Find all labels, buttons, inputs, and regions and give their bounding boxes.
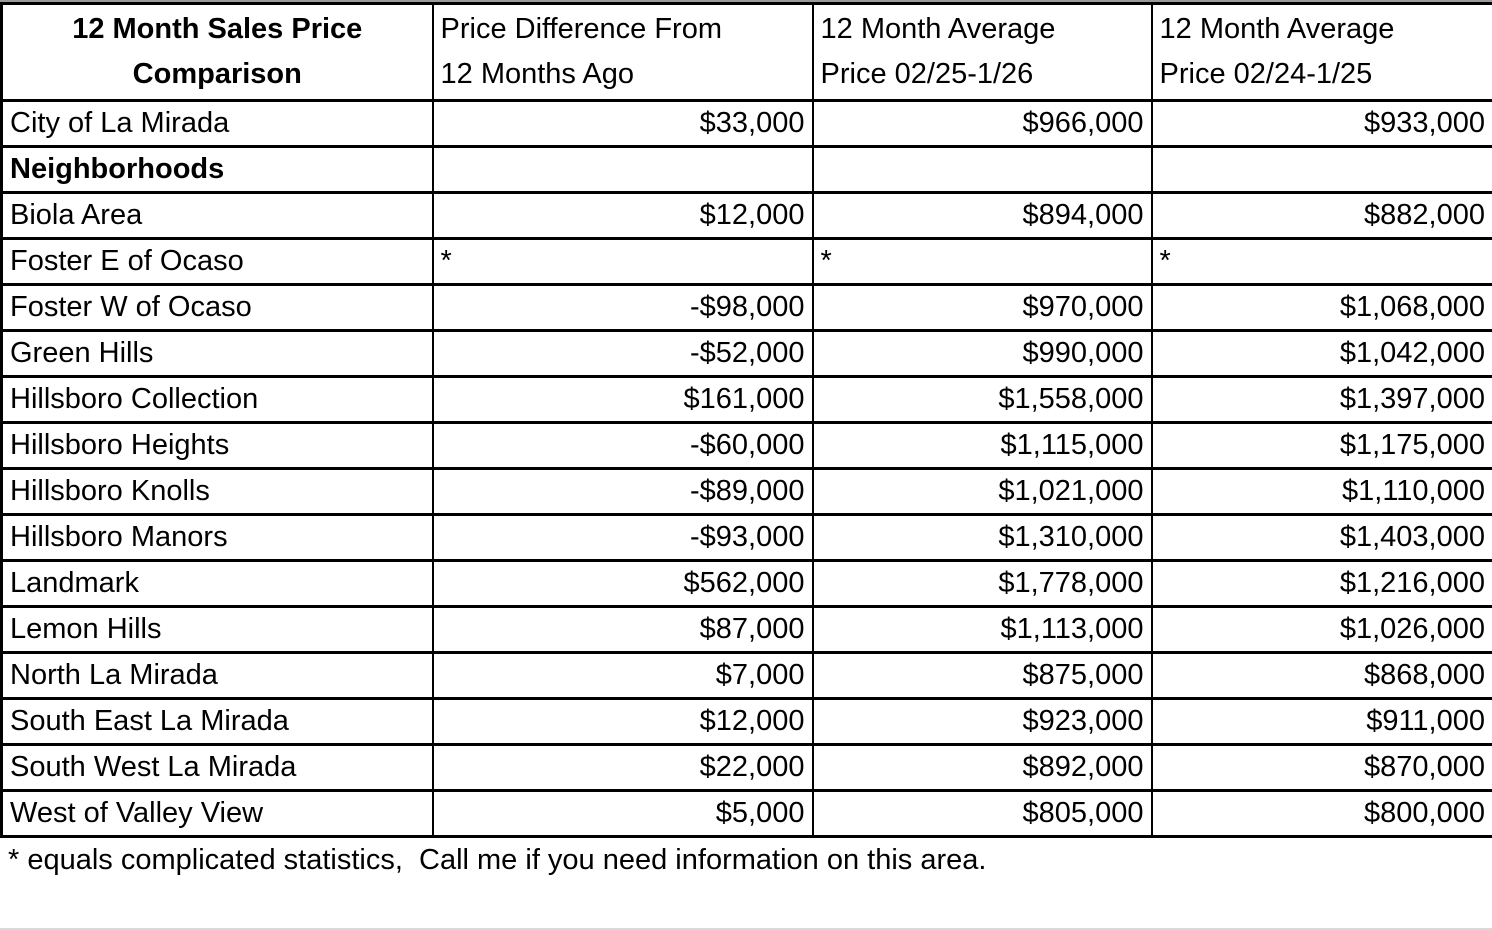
value-cell: -$98,000: [431, 283, 814, 332]
row-label-cell: Lemon Hills: [0, 605, 434, 654]
price-comparison-table: 12 Month Sales Price Comparison Price Di…: [0, 2, 1492, 838]
value-cell: $7,000: [431, 651, 814, 700]
table-row: Neighborhoods: [0, 145, 1492, 194]
row-label-cell: Landmark: [0, 559, 434, 608]
value-cell: $875,000: [811, 651, 1153, 700]
value-cell: $868,000: [1150, 651, 1492, 700]
value-cell: $966,000: [811, 99, 1153, 148]
value-cell: $1,068,000: [1150, 283, 1492, 332]
row-label-cell: Green Hills: [0, 329, 434, 378]
value-cell: $1,021,000: [811, 467, 1153, 516]
table-row: Lemon Hills $87,000 $1,113,000 $1,026,000: [0, 605, 1492, 654]
header-cell-title: 12 Month Sales Price Comparison: [0, 2, 434, 102]
header-cell-avg-prior: 12 Month Average Price 02/24-1/25: [1150, 2, 1492, 102]
header-avg-prior-line1: 12 Month Average: [1159, 13, 1395, 45]
value-cell: $933,000: [1150, 99, 1492, 148]
header-cell-price-difference: Price Difference From 12 Months Ago: [431, 2, 814, 102]
value-cell: -$89,000: [431, 467, 814, 516]
table-row: Green Hills -$52,000 $990,000 $1,042,000: [0, 329, 1492, 378]
row-label-cell: Biola Area: [0, 191, 434, 240]
value-cell: [1150, 145, 1492, 194]
table-row: Hillsboro Manors -$93,000 $1,310,000 $1,403…: [0, 513, 1492, 562]
table-row: Hillsboro Knolls -$89,000 $1,021,000 $1,110…: [0, 467, 1492, 516]
value-cell: $1,042,000: [1150, 329, 1492, 378]
table-row: Hillsboro Heights -$60,000 $1,115,000 $1,17…: [0, 421, 1492, 470]
row-label-cell: Foster W of Ocaso: [0, 283, 434, 332]
header-cell-avg-current: 12 Month Average Price 02/25-1/26: [811, 2, 1153, 102]
value-cell: -$93,000: [431, 513, 814, 562]
value-cell: $1,115,000: [811, 421, 1153, 470]
value-cell: $923,000: [811, 697, 1153, 746]
value-cell: $5,000: [431, 789, 814, 838]
value-cell: $87,000: [431, 605, 814, 654]
value-cell: $1,558,000: [811, 375, 1153, 424]
value-cell: $1,216,000: [1150, 559, 1492, 608]
row-label-cell: Neighborhoods: [0, 145, 434, 194]
value-cell: $22,000: [431, 743, 814, 792]
value-cell: $805,000: [811, 789, 1153, 838]
value-cell: [431, 145, 814, 194]
row-label-cell: West of Valley View: [0, 789, 434, 838]
value-cell: $870,000: [1150, 743, 1492, 792]
value-cell: $562,000: [431, 559, 814, 608]
value-cell: $33,000: [431, 99, 814, 148]
footnote-text: * equals complicated statistics, Call me…: [8, 844, 987, 876]
header-title-line2: Comparison: [132, 58, 302, 90]
value-cell: $12,000: [431, 191, 814, 240]
table-row: North La Mirada $7,000 $875,000 $868,000: [0, 651, 1492, 700]
row-label-cell: Hillsboro Knolls: [0, 467, 434, 516]
header-avg-prior-line2: Price 02/24-1/25: [1159, 58, 1373, 90]
table-row: City of La Mirada $33,000 $966,000 $933,000: [0, 99, 1492, 148]
value-cell: $1,310,000: [811, 513, 1153, 562]
value-cell: *: [1150, 237, 1492, 286]
header-title-line1: 12 Month Sales Price: [72, 13, 363, 45]
header-avg-current-line2: Price 02/25-1/26: [820, 58, 1034, 90]
table-row: Landmark $562,000 $1,778,000 $1,216,000: [0, 559, 1492, 608]
header-diff-line2: 12 Months Ago: [440, 58, 634, 90]
value-cell: $1,175,000: [1150, 421, 1492, 470]
table-header: 12 Month Sales Price Comparison Price Di…: [0, 2, 1492, 102]
value-cell: $911,000: [1150, 697, 1492, 746]
value-cell: -$60,000: [431, 421, 814, 470]
table-row: South West La Mirada $22,000 $892,000 $870,…: [0, 743, 1492, 792]
value-cell: $1,113,000: [811, 605, 1153, 654]
value-cell: $892,000: [811, 743, 1153, 792]
value-cell: $970,000: [811, 283, 1153, 332]
table-row: South East La Mirada $12,000 $923,000 $911,…: [0, 697, 1492, 746]
row-label-cell: City of La Mirada: [0, 99, 434, 148]
row-label-cell: Hillsboro Manors: [0, 513, 434, 562]
value-cell: $894,000: [811, 191, 1153, 240]
table-row: Biola Area $12,000 $894,000 $882,000: [0, 191, 1492, 240]
value-cell: $1,026,000: [1150, 605, 1492, 654]
header-diff-line1: Price Difference From: [440, 13, 723, 45]
value-cell: $12,000: [431, 697, 814, 746]
row-label-cell: North La Mirada: [0, 651, 434, 700]
value-cell: $1,110,000: [1150, 467, 1492, 516]
value-cell: *: [431, 237, 814, 286]
row-label-cell: South East La Mirada: [0, 697, 434, 746]
row-label-cell: South West La Mirada: [0, 743, 434, 792]
value-cell: *: [811, 237, 1153, 286]
value-cell: $882,000: [1150, 191, 1492, 240]
value-cell: $1,778,000: [811, 559, 1153, 608]
row-label-cell: Hillsboro Collection: [0, 375, 434, 424]
table-row: Foster W of Ocaso -$98,000 $970,000 $1,068,…: [0, 283, 1492, 332]
value-cell: [811, 145, 1153, 194]
header-avg-current-line1: 12 Month Average: [820, 13, 1056, 45]
row-label-cell: Hillsboro Heights: [0, 421, 434, 470]
value-cell: -$52,000: [431, 329, 814, 378]
table-row: West of Valley View $5,000 $805,000 $800,00…: [0, 789, 1492, 838]
value-cell: $1,403,000: [1150, 513, 1492, 562]
value-cell: $800,000: [1150, 789, 1492, 838]
value-cell: $990,000: [811, 329, 1153, 378]
table-row: Hillsboro Collection $161,000 $1,558,000 $1…: [0, 375, 1492, 424]
row-label-cell: Foster E of Ocaso: [0, 237, 434, 286]
value-cell: $161,000: [431, 375, 814, 424]
header-row: 12 Month Sales Price Comparison Price Di…: [0, 2, 1492, 102]
value-cell: $1,397,000: [1150, 375, 1492, 424]
table-body: City of La Mirada $33,000 $966,000 $933,000…: [0, 99, 1492, 838]
table-row: Foster E of Ocaso * * *: [0, 237, 1492, 286]
